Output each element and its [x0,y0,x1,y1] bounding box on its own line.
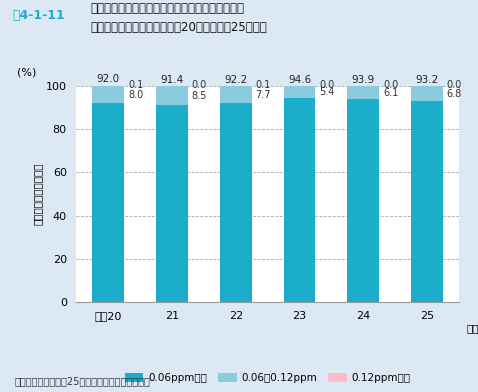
Bar [348,86,379,100]
Bar [156,105,188,302]
Text: 8.0: 8.0 [128,90,143,100]
Text: 0.0: 0.0 [447,80,462,90]
Text: 94.6: 94.6 [288,74,311,85]
Text: 91.4: 91.4 [161,75,184,85]
Text: 資料：環境省「平成25年度大気汚染状況報告書」: 資料：環境省「平成25年度大気汚染状況報告書」 [14,376,150,386]
Text: 0.1: 0.1 [128,80,143,90]
Bar [220,103,252,302]
Text: 6.1: 6.1 [383,88,398,98]
Text: 図4-1-11: 図4-1-11 [12,9,65,22]
Text: 0.0: 0.0 [192,80,207,91]
Bar [220,87,252,103]
Text: 0.0: 0.0 [383,80,398,90]
Bar [411,101,443,302]
Text: 5.4: 5.4 [319,87,335,97]
Bar [411,86,443,101]
Bar [283,98,315,302]
Text: （年度）: （年度） [467,323,478,334]
Text: (%): (%) [17,67,37,78]
Text: 0.0: 0.0 [319,80,335,90]
Text: 93.9: 93.9 [352,74,375,85]
Text: 93.2: 93.2 [415,74,439,85]
Bar [156,87,188,105]
Text: 0.1: 0.1 [256,80,271,90]
Bar [348,100,379,302]
Bar [92,86,124,103]
Text: 92.2: 92.2 [224,74,248,85]
Text: 8.5: 8.5 [192,91,207,101]
Y-axis label: 濃度別測定時間の割合: 濃度別測定時間の割合 [33,163,43,225]
Bar [283,86,315,98]
Text: 7.7: 7.7 [256,90,271,100]
Text: 昼間の光化学オキシダント濃度レベル別測定時間
割合の推移（一般局）（平成20年度〜平成25年度）: 昼間の光化学オキシダント濃度レベル別測定時間 割合の推移（一般局）（平成20年度… [91,2,268,34]
Text: 6.8: 6.8 [447,89,462,98]
Text: 92.0: 92.0 [97,74,120,84]
Legend: 0.06ppm以下, 0.06〜0.12ppm, 0.12ppm以上: 0.06ppm以下, 0.06〜0.12ppm, 0.12ppm以上 [120,369,415,387]
Bar [92,103,124,302]
